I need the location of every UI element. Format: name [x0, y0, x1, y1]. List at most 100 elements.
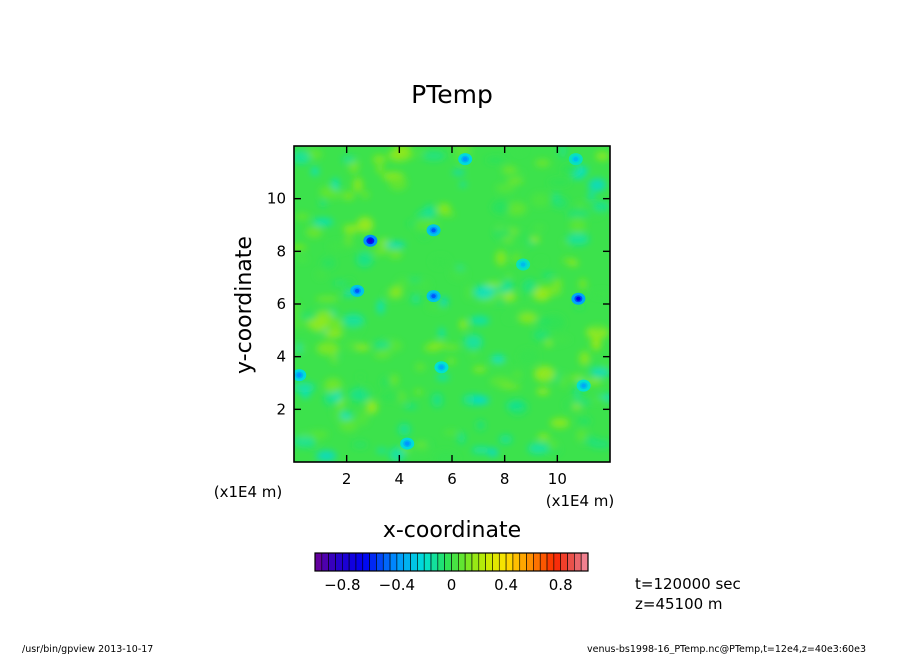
texture-blob: [513, 146, 526, 154]
texture-blob: [449, 267, 468, 281]
texture-blob: [491, 354, 506, 364]
texture-blob: [413, 389, 424, 395]
colorbar-tick-label: −0.8: [324, 576, 360, 594]
colorbar-cell: [519, 552, 527, 572]
texture-blob: [384, 241, 406, 249]
texture-blob: [506, 178, 524, 184]
texture-blob: [357, 375, 364, 380]
y-unit-label: (x1E4 m): [214, 483, 283, 501]
texture-blob: [376, 165, 384, 173]
texture-blob: [355, 344, 370, 351]
texture-blob: [502, 166, 517, 173]
texture-blob: [324, 378, 343, 394]
texture-blob: [435, 302, 444, 307]
y-axis-ticks: 2 4 6 8 10: [267, 190, 610, 418]
texture-blob: [329, 318, 343, 334]
height-annotation: z=45100 m: [635, 595, 723, 613]
colorbar-tick-label: 0.4: [494, 576, 518, 594]
cold-spot-core: [355, 288, 360, 293]
texture-blob: [428, 341, 447, 349]
texture-blob: [294, 435, 315, 448]
colorbar-cell: [328, 552, 336, 572]
texture-blob: [463, 334, 483, 350]
texture-blob: [534, 159, 551, 167]
colorbar-cell: [417, 552, 425, 572]
plot-area: 2 4 6 8 10 2 4 6 8 10: [267, 145, 611, 488]
texture-blob: [431, 255, 450, 268]
colorbar-cell: [355, 552, 364, 572]
texture-blob: [316, 450, 337, 462]
texture-blob: [434, 450, 458, 462]
texture-blob: [334, 407, 342, 422]
y-axis-label: y-coordinate: [232, 236, 257, 374]
texture-blob: [459, 181, 467, 188]
colorbar-cell: [389, 552, 398, 572]
texture-blob: [414, 362, 426, 372]
cold-spot-core: [368, 238, 373, 243]
time-annotation: t=120000 sec: [635, 575, 741, 593]
colorbar-cell: [492, 552, 500, 572]
texture-blob: [331, 352, 338, 364]
texture-blob: [505, 273, 512, 279]
texture-blob: [492, 227, 513, 240]
colorbar-cell: [451, 552, 459, 572]
chart-title: PTemp: [411, 80, 493, 109]
texture-blob: [534, 317, 551, 326]
texture-blob: [379, 238, 389, 244]
colorbar-cell: [423, 552, 432, 572]
texture-blob: [294, 301, 301, 317]
texture-blob: [294, 244, 307, 250]
texture-blob: [403, 404, 418, 409]
texture-blob: [588, 178, 607, 192]
texture-blob: [445, 358, 457, 364]
texture-blob: [471, 446, 491, 454]
texture-blob: [388, 250, 402, 259]
texture-blob: [389, 285, 403, 298]
texture-blob: [356, 217, 374, 233]
colorbar-cell: [546, 552, 555, 572]
field-texture: [294, 146, 610, 462]
texture-blob: [536, 258, 546, 265]
texture-blob: [495, 250, 507, 266]
texture-blob: [443, 430, 458, 435]
cold-spot-core: [439, 365, 444, 370]
x-unit-label: (x1E4 m): [546, 492, 615, 510]
y-tick-label: 6: [276, 295, 286, 313]
texture-blob: [576, 201, 584, 209]
footer-program: /usr/bin/gpview 2013-10-17: [22, 644, 153, 654]
texture-blob: [465, 284, 473, 301]
texture-blob: [505, 201, 527, 216]
colorbar-cell: [348, 552, 357, 572]
texture-blob: [533, 225, 545, 231]
texture-blob: [508, 237, 529, 249]
texture-blob: [312, 217, 334, 227]
texture-blob: [319, 199, 327, 208]
colorbar-ticks: −0.8 −0.4 0 0.4 0.8: [324, 576, 573, 594]
texture-blob: [416, 149, 425, 156]
texture-blob: [512, 370, 523, 380]
texture-blob: [319, 186, 336, 197]
cold-spot-core: [431, 228, 436, 233]
colorbar-cell: [437, 552, 445, 572]
texture-blob: [541, 273, 556, 278]
texture-blob: [536, 388, 550, 395]
texture-blob: [376, 299, 385, 315]
y-tick-label: 8: [276, 242, 286, 260]
cold-spots: [294, 153, 591, 450]
texture-blob: [561, 164, 582, 174]
colorbar-cell: [574, 552, 582, 572]
colorbar-cell: [471, 552, 480, 572]
colorbar-cell: [580, 552, 589, 572]
texture-blob: [572, 398, 591, 407]
texture-blob: [357, 410, 369, 426]
colorbar-cell: [362, 552, 370, 572]
x-axis-ticks: 2 4 6 8 10: [342, 146, 567, 488]
texture-blob: [443, 344, 460, 350]
texture-blob: [485, 281, 503, 287]
texture-blob: [472, 395, 490, 405]
colorbar-cell: [458, 552, 466, 572]
texture-blob: [577, 416, 592, 426]
colorbar-cell: [567, 552, 575, 572]
colorbar-cell: [485, 552, 493, 572]
